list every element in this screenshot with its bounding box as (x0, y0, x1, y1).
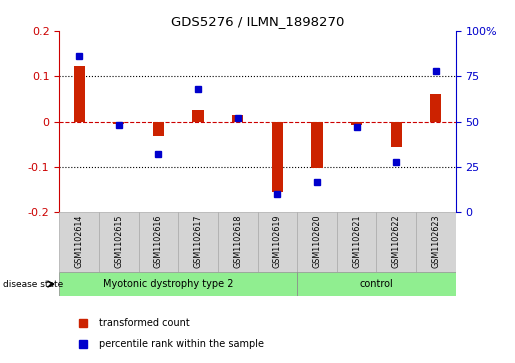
Bar (139, 212, 178, 272)
Text: disease state: disease state (3, 281, 63, 289)
Text: transformed count: transformed count (99, 318, 190, 328)
Text: GSM1102618: GSM1102618 (233, 215, 242, 268)
Bar (113, 122, 124, 124)
Bar (391, 122, 402, 147)
Bar (351, 122, 362, 125)
Bar (416, 212, 456, 272)
Bar (272, 122, 283, 192)
Bar (258, 212, 297, 272)
Text: GSM1102619: GSM1102619 (273, 215, 282, 268)
Bar (193, 110, 203, 122)
Text: percentile rank within the sample: percentile rank within the sample (99, 339, 264, 349)
Bar (232, 115, 243, 122)
Bar (312, 122, 322, 168)
Text: GSM1102621: GSM1102621 (352, 215, 361, 268)
Text: GSM1102620: GSM1102620 (313, 215, 321, 268)
Text: GSM1102622: GSM1102622 (392, 214, 401, 268)
Text: GSM1102616: GSM1102616 (154, 215, 163, 268)
Bar (59, 272, 297, 296)
Bar (99, 212, 139, 272)
Bar (431, 94, 441, 122)
Bar (297, 212, 337, 272)
Text: Myotonic dystrophy type 2: Myotonic dystrophy type 2 (103, 279, 233, 289)
Bar (74, 66, 84, 122)
Text: GSM1102614: GSM1102614 (75, 215, 83, 268)
Bar (297, 272, 456, 296)
Text: GSM1102615: GSM1102615 (114, 215, 123, 268)
Bar (59, 212, 99, 272)
Title: GDS5276 / ILMN_1898270: GDS5276 / ILMN_1898270 (171, 15, 344, 28)
Text: GSM1102617: GSM1102617 (194, 215, 202, 268)
Bar (153, 122, 164, 136)
Bar (218, 212, 258, 272)
Text: control: control (359, 279, 393, 289)
Bar (178, 212, 218, 272)
Text: GSM1102623: GSM1102623 (432, 215, 440, 268)
Bar (376, 212, 416, 272)
Bar (337, 212, 376, 272)
